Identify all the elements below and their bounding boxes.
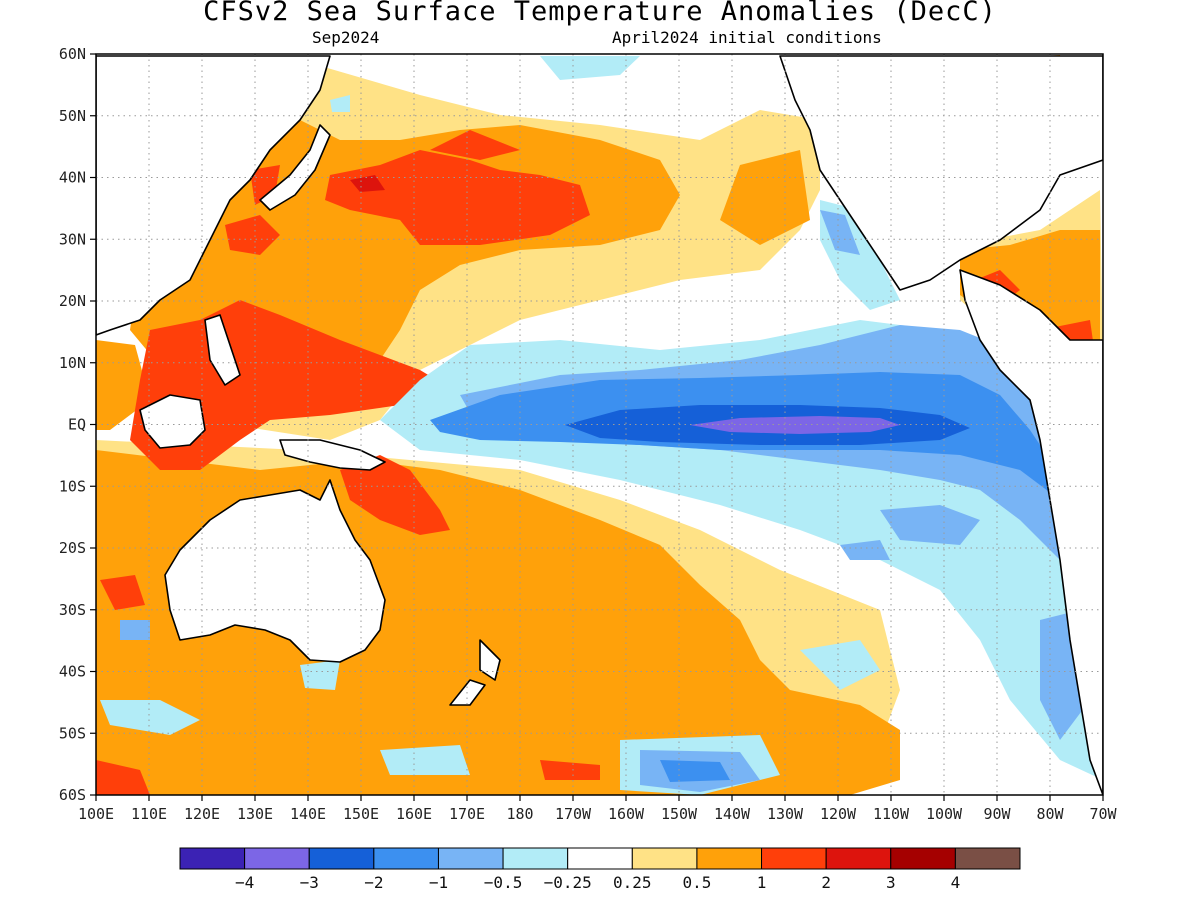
colorbar-swatch-4 xyxy=(437,847,504,870)
anomaly-field xyxy=(96,54,1103,795)
philippines xyxy=(204,314,241,386)
central-south-america xyxy=(959,269,1103,795)
map-title: CFSv2 Sea Surface Temperature Anomalies … xyxy=(203,0,997,27)
lat-label-40N: 40N xyxy=(59,169,86,187)
colorbar-swatch-12 xyxy=(954,847,1021,870)
colorbar-label-7: 0.5 xyxy=(682,873,711,892)
lon-label-170W: 170W xyxy=(555,805,592,823)
lat-label-40S: 40S xyxy=(59,663,86,681)
colorbar-label-11: 4 xyxy=(951,873,961,892)
colorbar-label-6: 0.25 xyxy=(613,873,652,892)
colorbar: −4 −3 −2 −1 −0.5 −0.25 0.25 0.5 1 2 3 4 xyxy=(179,847,1021,892)
lon-label-150W: 150W xyxy=(661,805,698,823)
colorbar-label-4: −0.5 xyxy=(484,873,523,892)
lon-label-170E: 170E xyxy=(449,805,485,823)
lon-label-100W: 100W xyxy=(926,805,963,823)
north-america xyxy=(779,55,1103,291)
lat-label-50N: 50N xyxy=(59,107,86,125)
asia xyxy=(96,55,331,336)
lat-label-30S: 30S xyxy=(59,601,86,619)
lon-label-160W: 160W xyxy=(608,805,645,823)
colorbar-swatch-0 xyxy=(179,847,246,870)
lon-label-150E: 150E xyxy=(343,805,379,823)
lon-label-180: 180 xyxy=(506,805,533,823)
lon-label-110E: 110E xyxy=(131,805,167,823)
lon-label-130W: 130W xyxy=(767,805,804,823)
colorbar-label-3: −1 xyxy=(429,873,448,892)
lat-label-EQ: EQ xyxy=(68,416,86,434)
colorbar-swatch-2 xyxy=(308,847,375,870)
colorbar-label-2: −2 xyxy=(364,873,383,892)
lon-label-160E: 160E xyxy=(396,805,432,823)
lat-label-50S: 50S xyxy=(59,724,86,742)
initial-conditions-label: April2024 initial conditions xyxy=(612,28,882,47)
lat-label-60S: 60S xyxy=(59,786,86,804)
anomaly-1-2 xyxy=(96,130,1095,795)
lon-label-140W: 140W xyxy=(714,805,751,823)
colorbar-swatch-11 xyxy=(890,847,956,870)
colorbar-swatch-10 xyxy=(825,847,892,870)
lat-label-10S: 10S xyxy=(59,477,86,495)
colorbar-swatch-1 xyxy=(244,847,310,870)
lon-label-110W: 110W xyxy=(873,805,910,823)
borneo xyxy=(139,394,206,449)
colorbar-label-1: −3 xyxy=(300,873,319,892)
colorbar-swatch-6 xyxy=(567,847,633,870)
colorbar-label-0: −4 xyxy=(235,873,254,892)
lat-label-30N: 30N xyxy=(59,230,86,248)
colorbar-swatch-8 xyxy=(696,847,763,870)
land-masses xyxy=(96,55,1103,795)
lon-label-70W: 70W xyxy=(1089,805,1117,823)
lon-label-130E: 130E xyxy=(237,805,273,823)
new-guinea xyxy=(279,439,386,471)
lon-label-90W: 90W xyxy=(983,805,1011,823)
latitude-axis: 60N 50N 40N 30N 20N 10N EQ 10S 20S 30S 40S 50S 60S xyxy=(59,45,96,804)
lat-label-10N: 10N xyxy=(59,354,86,372)
lon-label-100E: 100E xyxy=(78,805,114,823)
australia xyxy=(164,479,386,663)
colorbar-label-10: 3 xyxy=(886,873,896,892)
lat-label-20N: 20N xyxy=(59,292,86,310)
japan xyxy=(259,124,331,211)
colorbar-label-9: 2 xyxy=(821,873,831,892)
anomaly-2-3 xyxy=(350,175,385,192)
lon-label-140E: 140E xyxy=(290,805,326,823)
lon-label-120E: 120E xyxy=(184,805,220,823)
colorbar-label-5: −0.25 xyxy=(544,873,592,892)
colorbar-swatch-3 xyxy=(373,847,439,870)
colorbar-swatch-5 xyxy=(502,847,569,870)
lon-label-80W: 80W xyxy=(1036,805,1064,823)
colorbar-swatch-9 xyxy=(761,847,827,870)
valid-month-label: Sep2024 xyxy=(312,28,380,47)
longitude-axis: 100E 110E 120E 130E 140E 150E 160E 170E 180 170W 1… xyxy=(78,795,1118,823)
colorbar-label-8: 1 xyxy=(757,873,767,892)
colorbar-swatch-7 xyxy=(631,847,698,870)
lat-label-20S: 20S xyxy=(59,539,86,557)
lon-label-120W: 120W xyxy=(820,805,857,823)
new-zealand-north xyxy=(479,639,501,681)
lat-label-60N: 60N xyxy=(59,45,86,63)
